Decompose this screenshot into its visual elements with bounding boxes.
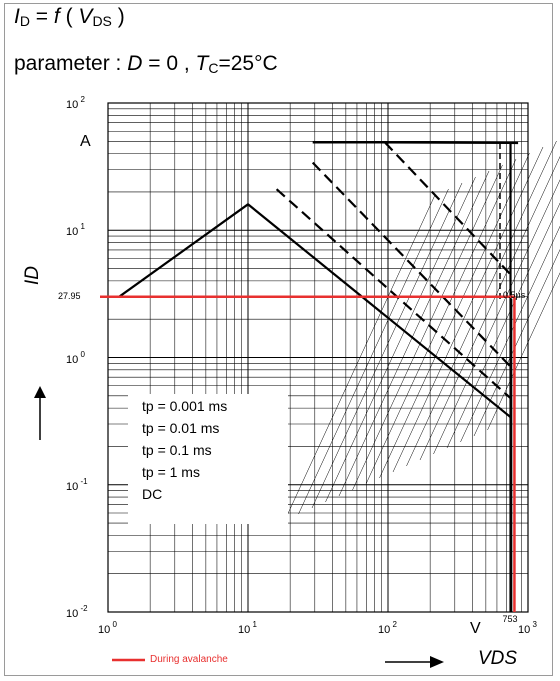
guide-line-diagonal bbox=[379, 152, 530, 479]
guide-line-diagonal bbox=[433, 179, 560, 455]
guide-line-diagonal bbox=[406, 140, 557, 467]
chart-series bbox=[118, 141, 519, 612]
chart-frame bbox=[4, 3, 553, 676]
guide-line-diagonal bbox=[446, 202, 560, 449]
guide-line-diagonal bbox=[392, 146, 544, 473]
y-marker-label: 27.95 bbox=[58, 291, 81, 301]
pulse-label: 0.5µs bbox=[503, 290, 526, 300]
x-tick-label: 10 2 bbox=[378, 620, 397, 636]
tick-base: 10 bbox=[66, 99, 79, 111]
chart-title: ID = f ( VDS ) bbox=[14, 5, 125, 29]
x-unit: V bbox=[470, 620, 481, 637]
guide-line-diagonal bbox=[325, 176, 476, 503]
tick-base: 10 bbox=[518, 624, 531, 636]
guide-line-diagonal bbox=[284, 194, 436, 521]
chart-annotations bbox=[100, 295, 516, 662]
legend-item: DC bbox=[142, 486, 163, 502]
tick-base: 27.95 bbox=[58, 290, 81, 301]
guide-line-diagonal bbox=[352, 164, 503, 491]
guide-line-diagonal bbox=[365, 158, 517, 485]
y-tick-label: 10 1 bbox=[66, 222, 85, 238]
guide-line-diagonal bbox=[460, 225, 560, 443]
legend-item: tp = 0.1 ms bbox=[142, 442, 212, 458]
y-axis-title: ID bbox=[22, 266, 43, 285]
tick-base: 10 bbox=[66, 353, 79, 366]
chart-parameter: parameter : D = 0 , TC=25°C bbox=[14, 52, 278, 76]
series-line bbox=[312, 141, 519, 145]
avalanche-legend-label: During avalanche bbox=[150, 654, 228, 665]
tick-base: 10 bbox=[66, 608, 79, 620]
tick-exponent: 1 bbox=[250, 620, 257, 629]
tick-base: 10 bbox=[378, 624, 391, 636]
tick-exponent: 1 bbox=[78, 222, 85, 232]
guide-line-diagonal bbox=[298, 188, 449, 515]
tick-exponent: -2 bbox=[78, 604, 88, 613]
y-arrow-head bbox=[34, 386, 46, 398]
tick-base: 10 bbox=[66, 226, 79, 239]
legend-item: tp = 0.01 ms bbox=[142, 420, 220, 436]
guide-line-diagonal bbox=[338, 170, 490, 497]
chart-grid bbox=[107, 102, 560, 613]
legend-item: tp = 0.001 ms bbox=[142, 398, 228, 414]
axis-arrows bbox=[34, 386, 444, 668]
guide-line-diagonal bbox=[487, 272, 560, 431]
guide-line-diagonal bbox=[473, 249, 560, 437]
tick-exponent: 0 bbox=[78, 349, 85, 359]
x-arrow-head bbox=[430, 656, 444, 668]
y-tick-label: 10 2 bbox=[66, 95, 85, 111]
guide-line-diagonal bbox=[311, 182, 463, 509]
x-axis-title: VDS bbox=[478, 648, 518, 669]
series-line bbox=[275, 188, 512, 399]
x-tick-label: 10 0 bbox=[98, 620, 117, 636]
x-tick-label: 10 1 bbox=[238, 620, 257, 636]
x-marker-label: 753 bbox=[502, 614, 518, 624]
tick-exponent: 2 bbox=[78, 95, 85, 104]
x-tick-label: 10 3 bbox=[518, 620, 537, 636]
tick-base: 10 bbox=[98, 624, 111, 636]
tick-base: 10 bbox=[66, 480, 79, 493]
y-tick-label: 10 0 bbox=[66, 350, 85, 366]
series-line bbox=[384, 141, 512, 276]
legend: tp = 0.001 ms tp = 0.01 ms tp = 0.1 ms t… bbox=[128, 394, 288, 524]
series-line bbox=[118, 202, 512, 418]
tick-base: 10 bbox=[238, 624, 251, 636]
series-line bbox=[311, 161, 512, 368]
tick-exponent: 2 bbox=[390, 620, 397, 629]
tick-exponent: 3 bbox=[530, 620, 537, 629]
y-tick-label: 10 -1 bbox=[66, 477, 88, 493]
y-unit: A bbox=[80, 133, 91, 150]
tick-exponent: 0 bbox=[110, 620, 117, 629]
tick-exponent: -1 bbox=[78, 476, 88, 486]
legend-item: tp = 1 ms bbox=[142, 464, 200, 480]
y-tick-label: 10 -2 bbox=[66, 604, 88, 620]
